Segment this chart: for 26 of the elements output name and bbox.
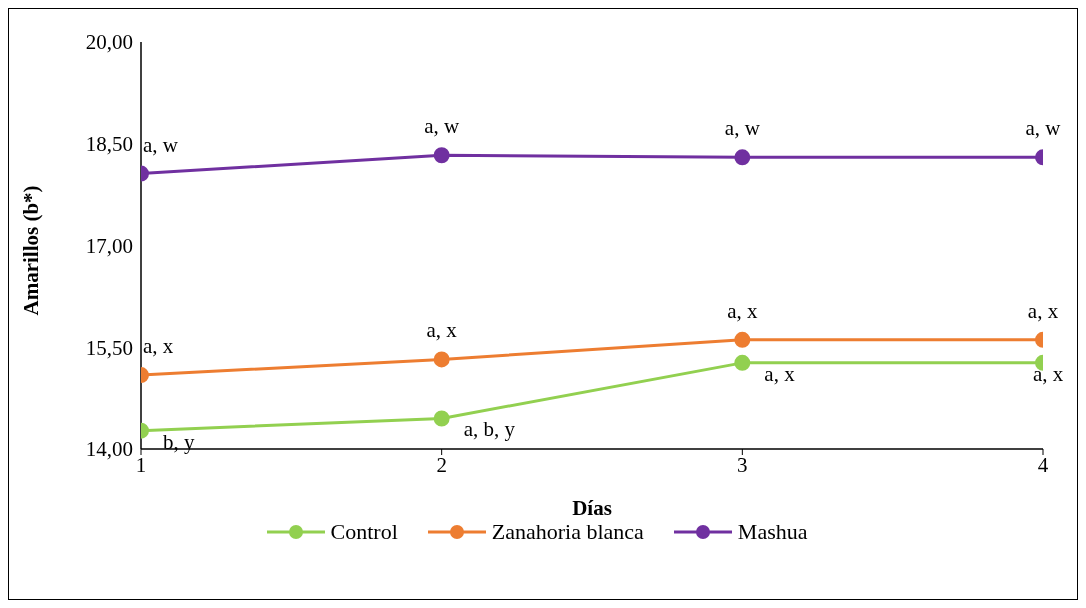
annotation: a, x: [727, 298, 758, 323]
annotation: a, b, y: [463, 417, 516, 442]
annotation: a, x: [1027, 298, 1059, 323]
annotation: a, x: [764, 361, 796, 386]
annotation: a, w: [1025, 116, 1062, 141]
y-tick-label: 20,00: [85, 30, 133, 55]
annotation: a, x: [143, 334, 174, 359]
annotation: a, w: [424, 114, 460, 139]
annotation: b, y: [163, 429, 195, 454]
x-tick-label: 2: [436, 452, 447, 477]
annotation: a, w: [143, 132, 179, 157]
y-axis-title: Amarillos (b*): [19, 185, 44, 316]
y-tick-label: 18,50: [85, 132, 133, 157]
y-tick-label: 15,50: [85, 335, 133, 360]
y-tick-label: 17,00: [85, 233, 133, 258]
annotation: a, x: [1033, 361, 1064, 386]
annotation: a, x: [426, 318, 458, 343]
x-axis-title: Días: [572, 496, 612, 520]
legend-label: Control: [330, 519, 398, 545]
legend-label: Zanahoria blanca: [491, 519, 644, 545]
x-tick-label: 4: [1037, 452, 1049, 477]
legend-label: Mashua: [737, 519, 808, 545]
y-tick-label: 14,00: [85, 437, 133, 462]
x-tick-label: 1: [135, 452, 147, 477]
x-tick-label: 3: [737, 452, 748, 477]
annotation: a, w: [724, 116, 761, 141]
